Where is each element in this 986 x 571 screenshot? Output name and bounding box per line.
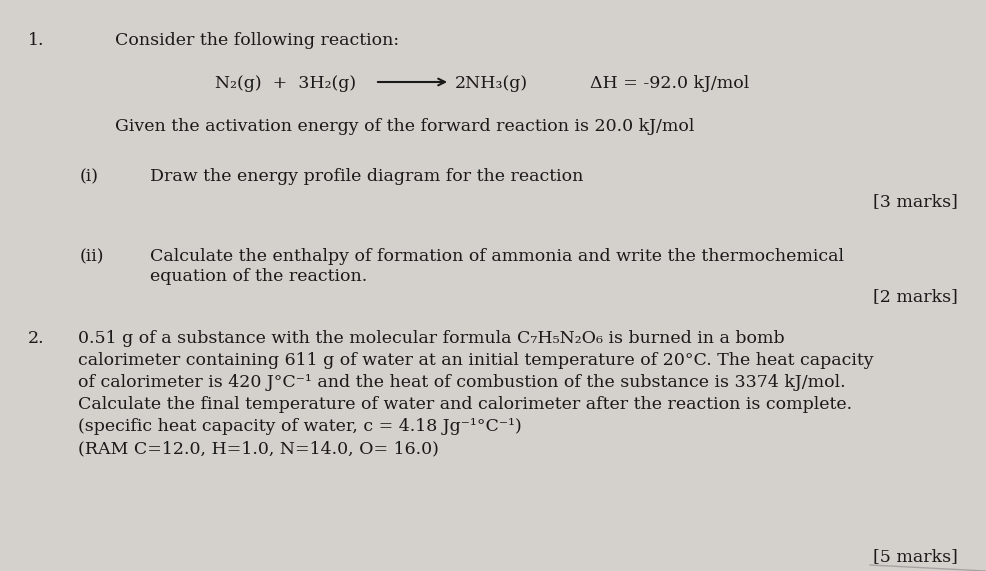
Text: 0.51 g of a substance with the molecular formula C₇H₅N₂O₆ is burned in a bomb: 0.51 g of a substance with the molecular… (78, 330, 785, 347)
Text: 2NH₃(g): 2NH₃(g) (455, 75, 528, 92)
Text: 1.: 1. (28, 32, 44, 49)
Text: [5 marks]: [5 marks] (874, 548, 958, 565)
Text: ΔH = -92.0 kJ/mol: ΔH = -92.0 kJ/mol (590, 75, 749, 92)
Text: Calculate the final temperature of water and calorimeter after the reaction is c: Calculate the final temperature of water… (78, 396, 852, 413)
Text: Calculate the enthalpy of formation of ammonia and write the thermochemical: Calculate the enthalpy of formation of a… (150, 248, 844, 265)
Text: [3 marks]: [3 marks] (874, 193, 958, 210)
Text: Given the activation energy of the forward reaction is 20.0 kJ/mol: Given the activation energy of the forwa… (115, 118, 694, 135)
Text: (RAM C=12.0, H=1.0, N=14.0, O= 16.0): (RAM C=12.0, H=1.0, N=14.0, O= 16.0) (78, 440, 439, 457)
Text: Draw the energy profile diagram for the reaction: Draw the energy profile diagram for the … (150, 168, 584, 185)
Text: calorimeter containing 611 g of water at an initial temperature of 20°C. The hea: calorimeter containing 611 g of water at… (78, 352, 874, 369)
Text: Consider the following reaction:: Consider the following reaction: (115, 32, 399, 49)
Text: (i): (i) (80, 168, 99, 185)
Text: of calorimeter is 420 J°C⁻¹ and the heat of combustion of the substance is 3374 : of calorimeter is 420 J°C⁻¹ and the heat… (78, 374, 846, 391)
Text: 2.: 2. (28, 330, 44, 347)
Text: [2 marks]: [2 marks] (874, 288, 958, 305)
Text: equation of the reaction.: equation of the reaction. (150, 268, 367, 285)
Text: (specific heat capacity of water, c = 4.18 Jg⁻¹°C⁻¹): (specific heat capacity of water, c = 4.… (78, 418, 522, 435)
Text: (ii): (ii) (80, 248, 105, 265)
Text: N₂(g)  +  3H₂(g): N₂(g) + 3H₂(g) (215, 75, 356, 92)
